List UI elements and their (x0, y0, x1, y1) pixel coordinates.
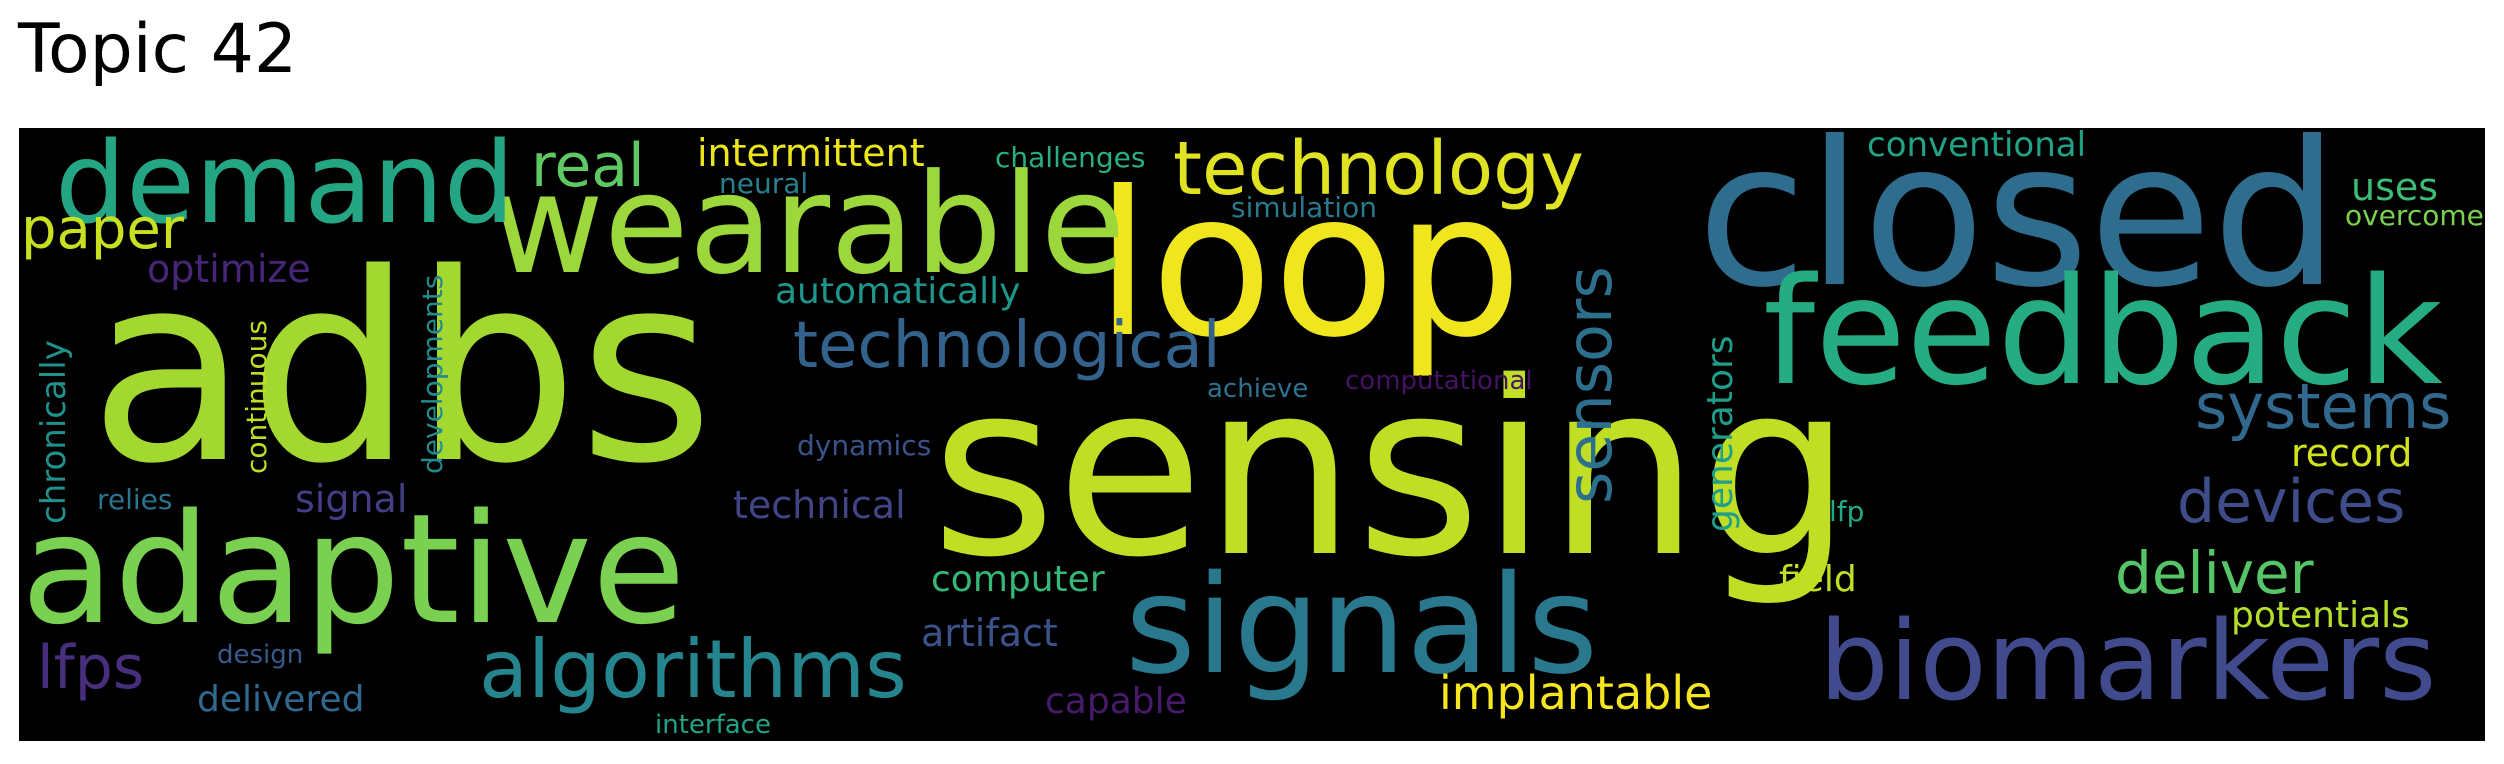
word-developments: developments (416, 274, 449, 474)
word-lfps: lfps (37, 633, 145, 703)
word-adaptive: adaptive (21, 481, 686, 658)
word-real: real (531, 131, 645, 201)
word-algorithms: algorithms (479, 623, 907, 716)
word-intermittent: intermittent (697, 131, 925, 175)
word-achieve: achieve (1207, 374, 1309, 404)
word-relies: relies (97, 483, 173, 516)
word-sensors: sensors (1553, 266, 1626, 504)
word-wearable: wearable (491, 144, 1126, 305)
word-simulation: simulation (1231, 191, 1377, 224)
word-neural: neural (719, 167, 809, 200)
word-deliver: deliver (2115, 539, 2314, 607)
word-paper: paper (21, 197, 184, 262)
word-capable: capable (1045, 681, 1187, 722)
word-conventional: conventional (1867, 128, 2087, 165)
word-adbs: adbs (89, 219, 714, 521)
word-computational: computational (1345, 366, 1533, 396)
word-sensing: sensing (931, 330, 1852, 610)
word-devices: devices (2177, 467, 2406, 537)
word-implantable: implantable (1439, 666, 1713, 720)
word-cloud: adbs sensing closed loop feedback adapti… (19, 128, 2485, 741)
word-delivered: delivered (197, 679, 365, 720)
page-title: Topic 42 (18, 10, 298, 89)
word-technology: technology (1173, 128, 1584, 212)
word-interface: interface (655, 710, 771, 740)
word-signal: signal (295, 477, 408, 521)
word-systems: systems (2195, 370, 2452, 443)
word-technical: technical (733, 483, 906, 527)
word-lfp: lfp (1829, 495, 1865, 528)
word-artifact: artifact (921, 611, 1058, 655)
word-biomarkers: biomarkers (1819, 597, 2437, 725)
word-challenges: challenges (995, 141, 1146, 174)
word-dynamics: dynamics (797, 429, 932, 462)
word-optimize: optimize (147, 247, 311, 291)
word-closed: closed (1697, 128, 2340, 332)
word-technological: technological (793, 309, 1221, 383)
word-loop: loop (1095, 149, 1523, 382)
word-potentials: potentials (2231, 595, 2410, 636)
word-feedback: feedback (1763, 246, 2443, 418)
word-generators: generators (1700, 335, 1741, 532)
word-uses: uses (2351, 165, 2439, 209)
word-automatically: automatically (775, 271, 1021, 312)
word-continuous: continuous (240, 320, 273, 474)
word-computer: computer (931, 559, 1105, 600)
word-demand: demand (55, 128, 515, 249)
word-signals: signals (1125, 547, 1599, 705)
word-field: field (1779, 559, 1857, 600)
word-design: design (217, 640, 304, 670)
word-overcome: overcome (2345, 199, 2484, 232)
word-chronically: chronically (34, 340, 74, 524)
word-record: record (2291, 431, 2413, 475)
